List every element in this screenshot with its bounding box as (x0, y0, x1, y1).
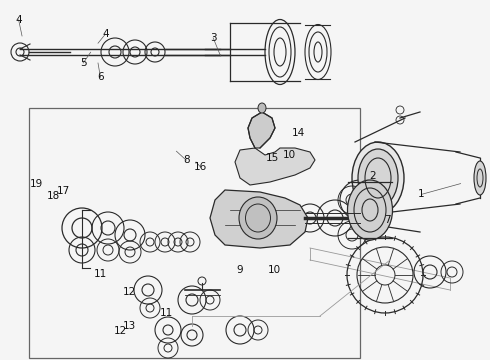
Text: 14: 14 (292, 128, 306, 138)
Ellipse shape (347, 180, 392, 240)
Text: 10: 10 (268, 265, 281, 275)
Text: 5: 5 (80, 58, 87, 68)
Text: 17: 17 (57, 186, 71, 196)
Text: 7: 7 (384, 215, 391, 225)
Text: 11: 11 (160, 308, 173, 318)
Text: 12: 12 (123, 287, 137, 297)
Text: 18: 18 (47, 191, 61, 201)
Text: 15: 15 (265, 153, 279, 163)
Text: 10: 10 (283, 150, 295, 160)
Bar (29, 108, 360, 358)
Text: 3: 3 (210, 33, 217, 43)
Polygon shape (210, 190, 308, 248)
Text: 8: 8 (183, 155, 190, 165)
Ellipse shape (358, 149, 398, 207)
Ellipse shape (352, 142, 404, 214)
Text: 1: 1 (418, 189, 425, 199)
Text: 9: 9 (237, 265, 244, 275)
Text: 4: 4 (15, 15, 22, 25)
Text: 6: 6 (97, 72, 104, 82)
Text: 19: 19 (30, 179, 44, 189)
Text: 11: 11 (94, 269, 107, 279)
Ellipse shape (239, 197, 277, 239)
Polygon shape (235, 148, 315, 185)
Ellipse shape (474, 161, 486, 195)
Text: 16: 16 (194, 162, 208, 172)
Text: 13: 13 (123, 321, 137, 331)
Ellipse shape (258, 103, 266, 113)
Text: 2: 2 (369, 171, 376, 181)
Text: 12: 12 (113, 326, 127, 336)
Text: 4: 4 (102, 29, 109, 39)
Polygon shape (248, 112, 275, 148)
